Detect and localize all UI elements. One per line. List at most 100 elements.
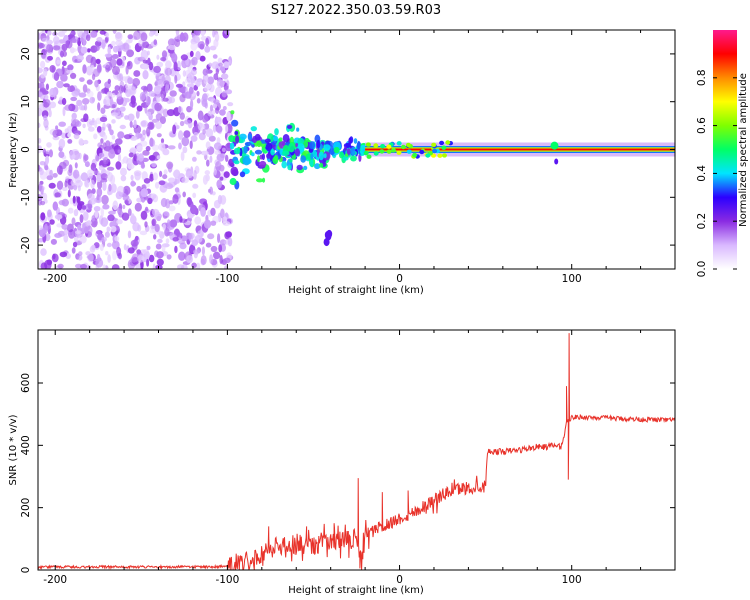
heatmap-signal-cell [303,140,309,148]
heatmap-noise-cell [207,233,215,240]
heatmap-noise-cell [104,231,110,238]
heatmap-noise-cell [76,30,84,36]
heatmap-noise-cell [108,149,116,159]
heatmap-noise-cell [102,181,107,191]
heatmap-noise-cell [153,85,161,95]
heatmap-noise-cell [91,188,96,195]
heatmap-noise-cell [44,165,49,171]
heatmap-noise-cell [85,54,94,64]
heatmap-noise-cell [204,86,210,92]
snr-frame [37,329,676,571]
heatmap-noise-cell [127,208,132,216]
heatmap-signal-cell [300,155,307,163]
heatmap-noise-cell [79,77,85,82]
heatmap-noise-cell [182,70,187,77]
heatmap-signal-cell [346,148,351,156]
heatmap-noise-cell [52,45,61,51]
heatmap-noise-cell [223,61,230,69]
heatmap-noise-cell [106,91,112,97]
heatmap-signal-cell [262,177,266,183]
carrier-wobble-cell [386,144,392,149]
heatmap-noise-cell [208,62,213,67]
heatmap-noise-cell [191,262,197,269]
heatmap-signal-cell [316,139,321,149]
heatmap-signal-cell [230,110,235,115]
heatmap-noise-cell [78,104,84,111]
heatmap-noise-cell [109,129,114,136]
heatmap-noise-cell [209,186,214,195]
heatmap-noise-cell [216,79,225,88]
heatmap-noise-cell [207,110,213,117]
heatmap-noise-cell [89,96,95,104]
heatmap-noise-cell [38,122,41,129]
heatmap-noise-cell [102,204,110,210]
heatmap-noise-cell [156,251,164,259]
heatmap-noise-cell [111,135,116,140]
heatmap-noise-cell [80,172,89,182]
heatmap-noise-cell [210,245,218,253]
heatmap-signal-cell [247,133,253,141]
snr-panel: -200 -100 0 100 0 200 400 600 Height of straigh… [8,329,676,596]
heatmap-noise-cell [140,32,148,42]
heatmap-signal-cell [233,147,241,155]
carrier-wobble-cell [412,152,418,158]
heatmap-signal-cell [323,153,327,159]
heatmap-noise-cell [199,55,206,62]
heatmap-noise-cell [127,230,132,239]
heatmap-signal-cell [242,155,251,166]
heatmap-noise-cell [106,226,111,232]
carrier-wobble-tail [554,158,559,165]
heatmap-y-tick-label: 20 [20,47,32,60]
heatmap-noise-cell [160,138,165,144]
heatmap-noise-cell [136,145,143,152]
heatmap-noise-cell [151,162,157,168]
heatmap-noise-cell [203,219,212,229]
heatmap-noise-cell [222,216,228,224]
colorbar-ticks: 0.0 0.2 0.4 0.6 0.8 [696,69,737,277]
heatmap-noise-cell [79,264,88,269]
heatmap-signal-cell [254,149,263,155]
heatmap-noise-cell [100,207,105,218]
heatmap-noise-cell [56,59,61,65]
heatmap-noise-cell [160,142,166,153]
heatmap-signal-cell [310,158,314,168]
snr-background [38,330,675,570]
heatmap-noise-cell [41,37,49,42]
heatmap-noise-cell [226,111,231,122]
heatmap-noise-cell [71,217,76,226]
heatmap-noise-cell [136,185,142,192]
snr-series-line [38,333,675,570]
heatmap-noise-cell [77,224,82,232]
heatmap-noise-cell [166,109,175,117]
heatmap-noise-cell [177,264,185,269]
heatmap-noise-cell [145,251,150,259]
heatmap-noise-cell [106,123,111,128]
heatmap-noise-cell [130,256,138,263]
heatmap-noise-cell [134,202,142,212]
heatmap-noise-cell [102,134,108,140]
heatmap-noise-cell [42,148,46,155]
heatmap-noise-cell [221,90,227,98]
heatmap-noise-cell [165,238,170,244]
heatmap-signal-cell [273,135,279,142]
heatmap-noise-cell [55,125,59,130]
heatmap-noise-cell [148,61,154,71]
heatmap-signal-cell [288,142,295,153]
carrier-wobble-cell [445,140,451,145]
heatmap-noise-cell [172,124,177,135]
heatmap-noise-cell [78,152,82,160]
heatmap-noise-cell [152,144,160,151]
heatmap-noise-cell [202,68,209,76]
heatmap-noise-cell [77,202,83,211]
heatmap-noise-cell [101,39,106,50]
heatmap-noise-cell [107,78,112,84]
heatmap-noise-cell [95,230,102,238]
heatmap-noise-cell [120,175,127,182]
snr-y-tick-label: 600 [20,373,32,393]
heatmap-signal-cell [239,171,246,178]
carrier-wobble-cell [405,142,411,148]
heatmap-signal-cell [360,144,367,150]
heatmap-noise-cell [69,47,75,54]
snr-ticks: -200 -100 0 100 0 200 400 600 [20,330,676,586]
heatmap-noise-cell [119,124,127,130]
